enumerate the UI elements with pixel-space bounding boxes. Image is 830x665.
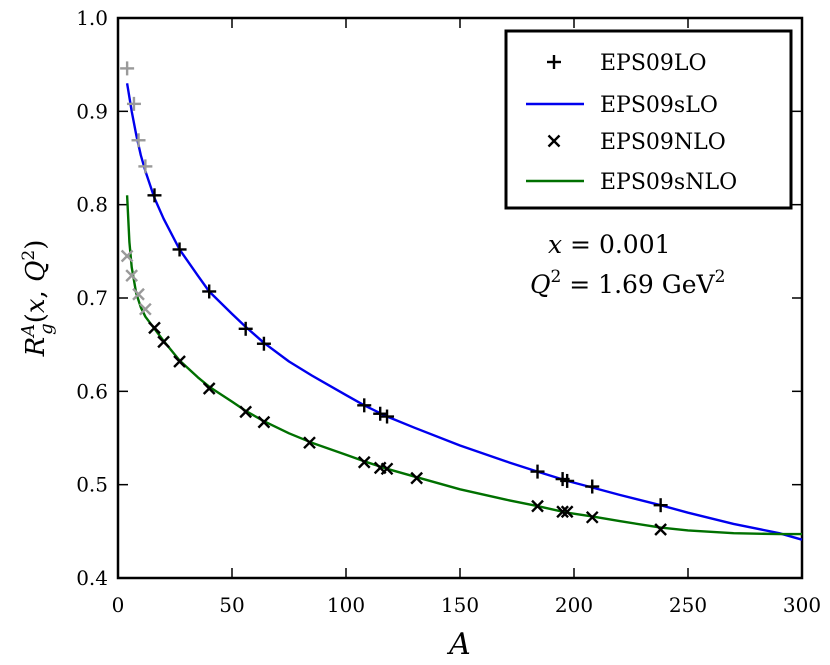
marker-eps09nlo [125,269,139,282]
legend-label: EPS09LO [600,51,707,76]
x-tick-label: 100 [327,593,365,617]
axis-ticks: 0 50 100 150 200 250 300 0.4 0.5 0.6 0.7 0.8 0.9 1.0 [76,6,821,617]
line-eps09slo [125,83,803,541]
marker-eps09lo [131,133,146,148]
series-markers [120,61,668,536]
marker-eps09nlo [410,471,424,485]
y-tick-label: 0.7 [76,286,108,310]
marker-eps09lo [138,159,153,174]
x-tick-label: 300 [783,593,821,617]
legend: EPS09LO EPS09sLO EPS09NLO EPS09sNLO [504,29,793,210]
x-tick-label: 0 [112,593,125,617]
annotation-q2-value: Q2 = 1.69 GeV2 [530,267,725,299]
marker-eps09lo [238,321,253,336]
marker-eps09nlo [560,505,574,519]
marker-eps09lo [373,406,388,421]
marker-eps09nlo [132,287,145,301]
y-axis-label: RAg(x, Q2) [18,240,57,358]
marker-eps09lo [202,284,217,299]
marker-eps09lo [120,61,135,76]
x-tick-label: 150 [441,593,479,617]
x-tick-label: 50 [219,593,244,617]
marker-eps09lo [530,464,545,479]
marker-eps09nlo [257,415,271,429]
marker-eps09nlo [239,405,253,419]
y-tick-label: 0.6 [76,379,108,403]
marker-eps09nlo [654,523,667,536]
x-tick-label: 250 [669,593,707,617]
legend-swatch [547,55,561,69]
marker-eps09nlo [303,436,316,450]
annotation-x-value: x = 0.001 [548,230,671,259]
x-axis-label: A [446,627,471,662]
legend-item-eps09slo: EPS09sLO [526,93,718,118]
y-tick-label: 0.5 [76,473,108,497]
marker-eps09nlo [380,462,394,476]
marker-eps09lo [585,479,600,494]
legend-item-eps09lo: EPS09LO [547,51,707,76]
marker-eps09lo [380,409,395,424]
marker-eps09nlo [585,510,599,524]
marker-eps09nlo [173,355,186,368]
marker-eps09lo [560,473,575,488]
legend-swatch [547,134,561,148]
marker-eps09nlo [148,321,161,335]
y-tick-label: 0.4 [76,566,108,590]
marker-eps09lo [653,498,668,513]
legend-item-eps09nlo: EPS09NLO [547,130,726,155]
legend-label: EPS09NLO [600,130,726,155]
y-tick-label: 0.8 [76,193,108,217]
line-eps09snlo [125,195,802,536]
legend-label: EPS09sLO [600,93,718,118]
marker-eps09nlo [531,499,544,513]
marker-eps09nlo [139,302,152,316]
marker-eps09lo [357,398,372,413]
series-lines [125,83,803,541]
marker-eps09lo [126,96,141,111]
marker-eps09lo [147,188,162,203]
marker-eps09lo [172,242,187,257]
marker-eps09nlo [120,249,134,263]
marker-eps09nlo [357,455,371,469]
marker-eps09nlo [202,382,216,395]
legend-item-eps09snlo: EPS09sNLO [526,170,737,195]
legend-label: EPS09sNLO [600,170,737,195]
marker-eps09nlo [556,505,569,519]
marker-eps09nlo [157,335,170,349]
y-tick-label: 1.0 [76,6,108,30]
x-tick-label: 200 [555,593,593,617]
annotation-conditions: x = 0.001 Q2 = 1.69 GeV2 [530,230,725,299]
marker-eps09lo [256,336,271,351]
y-tick-label: 0.9 [76,99,108,123]
